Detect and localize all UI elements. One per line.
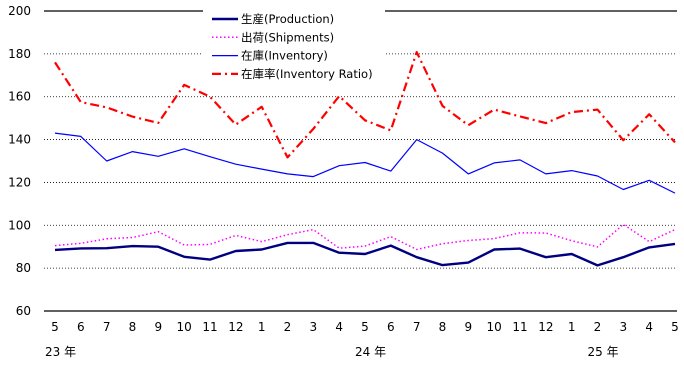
y-tick-label: 200	[8, 4, 31, 18]
x-tick-label: 11	[202, 320, 217, 334]
x-tick-label: 4	[335, 320, 343, 334]
x-tick-label: 6	[387, 320, 395, 334]
x-tick-label: 1	[258, 320, 266, 334]
series-lines	[54, 50, 676, 267]
y-tick-label: 180	[8, 47, 31, 61]
x-tick-label: 2	[594, 320, 602, 334]
legend-box	[203, 9, 385, 84]
y-tick-label: 140	[8, 133, 31, 147]
series-line-3	[54, 50, 676, 159]
y-tick-label: 60	[16, 304, 31, 318]
x-tick-label: 5	[51, 320, 59, 334]
y-tick-label: 100	[8, 218, 31, 232]
x-tick-label: 7	[413, 320, 421, 334]
x-tick-label: 10	[487, 320, 502, 334]
series-line-1	[54, 223, 676, 251]
x-tick-label: 9	[465, 320, 473, 334]
x-tick-label: 11	[512, 320, 527, 334]
x-tick-label: 5	[361, 320, 369, 334]
x-tick-label: 1	[568, 320, 576, 334]
y-tick-label: 80	[16, 261, 31, 275]
x-tick-label: 2	[284, 320, 292, 334]
y-axis: 60 80 100 120 140 160 180 200	[8, 4, 31, 318]
x-tick-label: 10	[177, 320, 192, 334]
x-tick-label: 7	[103, 320, 111, 334]
x-tick-label: 4	[645, 320, 653, 334]
year-label: 24 年	[355, 345, 386, 359]
legend-label-3: 在庫率(Inventory Ratio)	[241, 67, 373, 81]
legend-label-2: 在庫(Inventory)	[241, 49, 328, 63]
series-line-2	[54, 132, 676, 194]
x-tick-label: 5	[671, 320, 679, 334]
x-tick-label: 8	[129, 320, 137, 334]
year-label: 25 年	[588, 345, 619, 359]
series-line-0	[54, 241, 676, 267]
legend-label-0: 生産(Production)	[241, 12, 334, 26]
x-tick-label: 3	[620, 320, 628, 334]
y-tick-label: 160	[8, 90, 31, 104]
x-tick-label: 9	[155, 320, 163, 334]
x-tick-label: 6	[77, 320, 85, 334]
x-tick-label: 8	[439, 320, 447, 334]
x-tick-label: 12	[228, 320, 243, 334]
x-tick-label: 12	[538, 320, 553, 334]
legend-label-1: 出荷(Shipments)	[241, 30, 334, 44]
legend: 生産(Production) 出荷(Shipments) 在庫(Inventory)…	[203, 9, 385, 84]
year-label: 23 年	[45, 345, 76, 359]
x-tick-label: 3	[310, 320, 318, 334]
y-tick-label: 120	[8, 175, 31, 189]
